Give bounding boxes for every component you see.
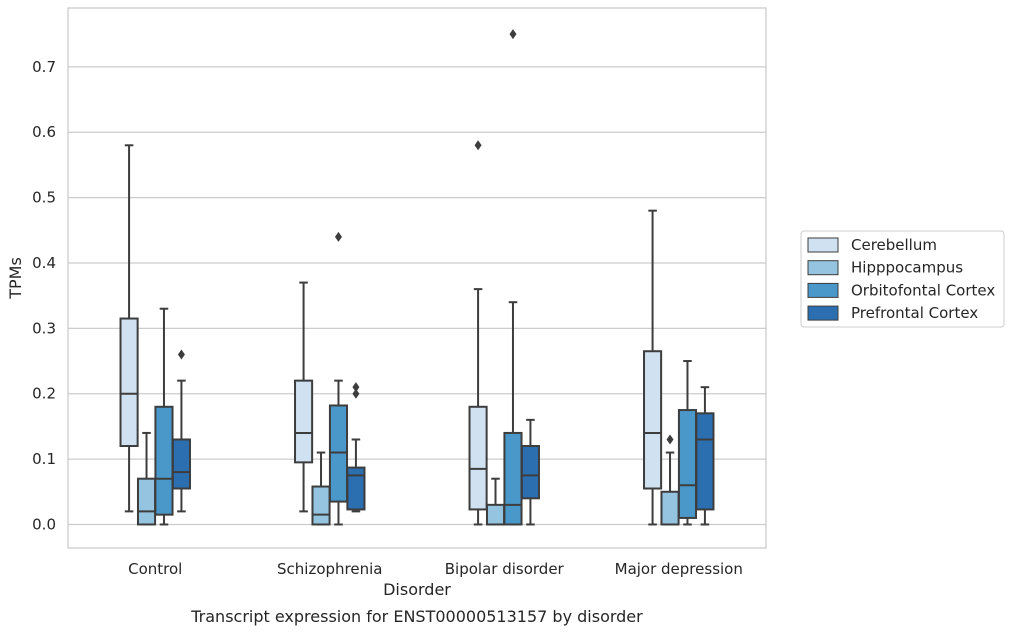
x-tick-label: Major depression bbox=[615, 560, 743, 578]
box-2-2 bbox=[503, 29, 523, 526]
box-iqr bbox=[294, 379, 314, 464]
legend-label: Cerebellum bbox=[851, 236, 937, 254]
y-tick-label: 0.3 bbox=[32, 319, 56, 337]
box-1-0 bbox=[294, 281, 314, 513]
box-iqr bbox=[346, 466, 366, 511]
y-tick-label: 0.1 bbox=[32, 450, 56, 468]
y-axis-title: TPMs bbox=[6, 257, 25, 300]
boxes bbox=[119, 29, 715, 526]
legend-label: Hipppocampus bbox=[851, 259, 963, 277]
x-tick-labels: Control Schizophrenia Bipolar disorder Majo… bbox=[128, 560, 743, 578]
legend-swatch bbox=[807, 305, 839, 321]
box-0-1 bbox=[136, 431, 157, 526]
y-tick-label: 0.5 bbox=[32, 189, 56, 207]
legend-swatch bbox=[807, 282, 839, 298]
box-2-0 bbox=[468, 140, 488, 526]
box-iqr bbox=[311, 485, 331, 526]
x-tick-label: Bipolar disorder bbox=[445, 560, 565, 578]
x-tick-label: Schizophrenia bbox=[277, 560, 382, 578]
box-iqr bbox=[485, 503, 506, 526]
box-iqr bbox=[503, 431, 523, 526]
box-0-0 bbox=[119, 144, 139, 513]
box-iqr bbox=[154, 405, 174, 516]
box-1-3 bbox=[346, 382, 366, 513]
box-iqr bbox=[119, 317, 139, 448]
y-tick-labels: 0.0 0.1 0.2 0.3 0.4 0.5 0.6 0.7 bbox=[32, 58, 56, 534]
legend-swatch bbox=[807, 237, 839, 253]
outlier-point bbox=[666, 434, 674, 445]
y-tick-label: 0.6 bbox=[32, 123, 56, 141]
box-iqr bbox=[520, 445, 540, 500]
box-iqr bbox=[695, 412, 715, 511]
outlier-point bbox=[352, 382, 360, 393]
box-1-2 bbox=[328, 231, 349, 526]
box-3-0 bbox=[643, 209, 663, 526]
x-axis-title: Disorder bbox=[383, 580, 451, 599]
box-iqr bbox=[677, 409, 698, 519]
y-tick-label: 0.0 bbox=[32, 515, 56, 533]
legend-label: Prefrontal Cortex bbox=[851, 304, 978, 322]
box-1-1 bbox=[311, 451, 331, 526]
box-iqr bbox=[136, 477, 157, 526]
box-2-3 bbox=[520, 418, 540, 526]
legend: Cerebellum Hipppocampus Orbitofontal Corte… bbox=[800, 230, 1005, 328]
box-iqr bbox=[643, 350, 663, 490]
chart-caption: Transcript expression for ENST0000051315… bbox=[190, 607, 643, 626]
legend-label: Orbitofontal Cortex bbox=[851, 281, 995, 299]
box-0-3 bbox=[171, 349, 191, 513]
box-iqr bbox=[660, 490, 680, 526]
box-iqr bbox=[468, 405, 488, 511]
outlier-point bbox=[177, 349, 185, 360]
box-iqr bbox=[171, 438, 191, 490]
outlier-point bbox=[474, 140, 482, 151]
legend-swatch bbox=[807, 260, 839, 276]
legend-frame bbox=[800, 230, 1005, 328]
box-2-1 bbox=[485, 477, 506, 526]
y-tick-label: 0.2 bbox=[32, 385, 56, 403]
outlier-point bbox=[352, 388, 360, 399]
outlier-point bbox=[334, 231, 342, 242]
x-tick-label: Control bbox=[128, 560, 182, 578]
box-3-3 bbox=[695, 386, 715, 526]
y-tick-label: 0.4 bbox=[32, 254, 56, 272]
outlier-point bbox=[509, 29, 517, 40]
y-tick-label: 0.7 bbox=[32, 58, 56, 76]
